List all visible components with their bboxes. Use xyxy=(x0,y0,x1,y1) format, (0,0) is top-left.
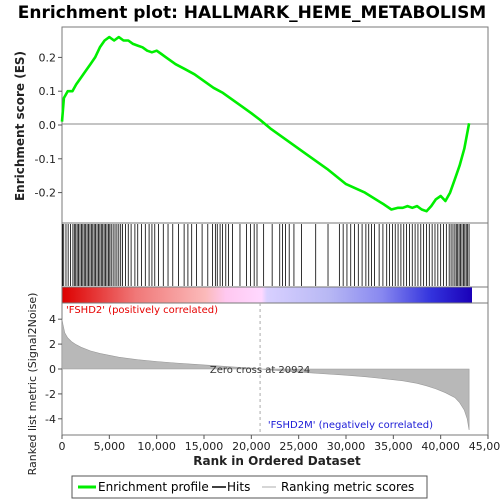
metric-y-axis-label: Ranked list metric (Signal2Noise) xyxy=(26,293,39,476)
legend: Enrichment profile Hits Ranking metric s… xyxy=(71,475,428,499)
metric-y-tick-label: 0 xyxy=(49,363,56,376)
x-tick-label: 15,000 xyxy=(185,440,224,453)
x-axis-label: Rank in Ordered Dataset xyxy=(193,454,361,468)
es-y-tick-label: 0.2 xyxy=(39,51,57,64)
x-tick-label: 0 xyxy=(59,440,66,453)
hits-marks xyxy=(62,224,470,286)
es-panel-frame xyxy=(61,26,489,224)
chart-title: Enrichment plot: HALLMARK_HEME_METABOLIS… xyxy=(18,3,486,23)
es-y-axis-label: Enrichment score (ES) xyxy=(13,51,27,201)
legend-label-metric: Ranking metric scores xyxy=(281,480,414,494)
metric-y-tick-label: 4 xyxy=(49,313,56,326)
x-tick-label: 45,000 xyxy=(469,440,500,453)
rank-color-bar xyxy=(62,287,472,303)
metric-panel: Zero cross at 20924 'FSHD2' (positively … xyxy=(26,293,500,476)
es-y-axis: -0.2 -0.1 0.0 0.1 0.2 xyxy=(35,51,62,200)
x-tick-label: 25,000 xyxy=(279,440,318,453)
es-y-tick-label: -0.1 xyxy=(35,153,56,166)
metric-y-axis: -4 -2 0 2 4 xyxy=(45,313,62,426)
zero-cross-annotation: Zero cross at 20924 xyxy=(210,365,310,376)
legend-label-profile: Enrichment profile xyxy=(98,480,209,494)
legend-label-hits: Hits xyxy=(227,480,250,494)
positive-correlation-label: 'FSHD2' (positively correlated) xyxy=(66,305,218,316)
es-y-tick-label: 0.1 xyxy=(39,85,57,98)
x-tick-label: 35,000 xyxy=(374,440,413,453)
es-panel: -0.2 -0.1 0.0 0.1 0.2 Enrichment score (ES) xyxy=(13,26,489,224)
es-y-tick-label: 0.0 xyxy=(39,119,57,132)
x-tick-label: 30,000 xyxy=(327,440,366,453)
hits-panel-frame xyxy=(61,222,489,288)
hits-panel xyxy=(61,222,489,288)
legend-box xyxy=(71,475,428,499)
enrichment-profile-line xyxy=(60,35,471,213)
x-tick-label: 40,000 xyxy=(421,440,460,453)
es-y-tick-label: -0.2 xyxy=(35,187,56,200)
x-tick-label: 5,000 xyxy=(94,440,126,453)
metric-y-tick-label: -4 xyxy=(45,413,56,426)
x-tick-label: 20,000 xyxy=(232,440,271,453)
metric-y-tick-label: 2 xyxy=(49,338,56,351)
x-tick-label: 10,000 xyxy=(137,440,176,453)
metric-x-axis: 0 5,000 10,000 15,000 20,000 25,000 30,000 35,0… xyxy=(59,435,500,453)
negative-correlation-label: 'FSHD2M' (negatively correlated) xyxy=(268,420,433,431)
metric-y-tick-label: -2 xyxy=(45,388,56,401)
